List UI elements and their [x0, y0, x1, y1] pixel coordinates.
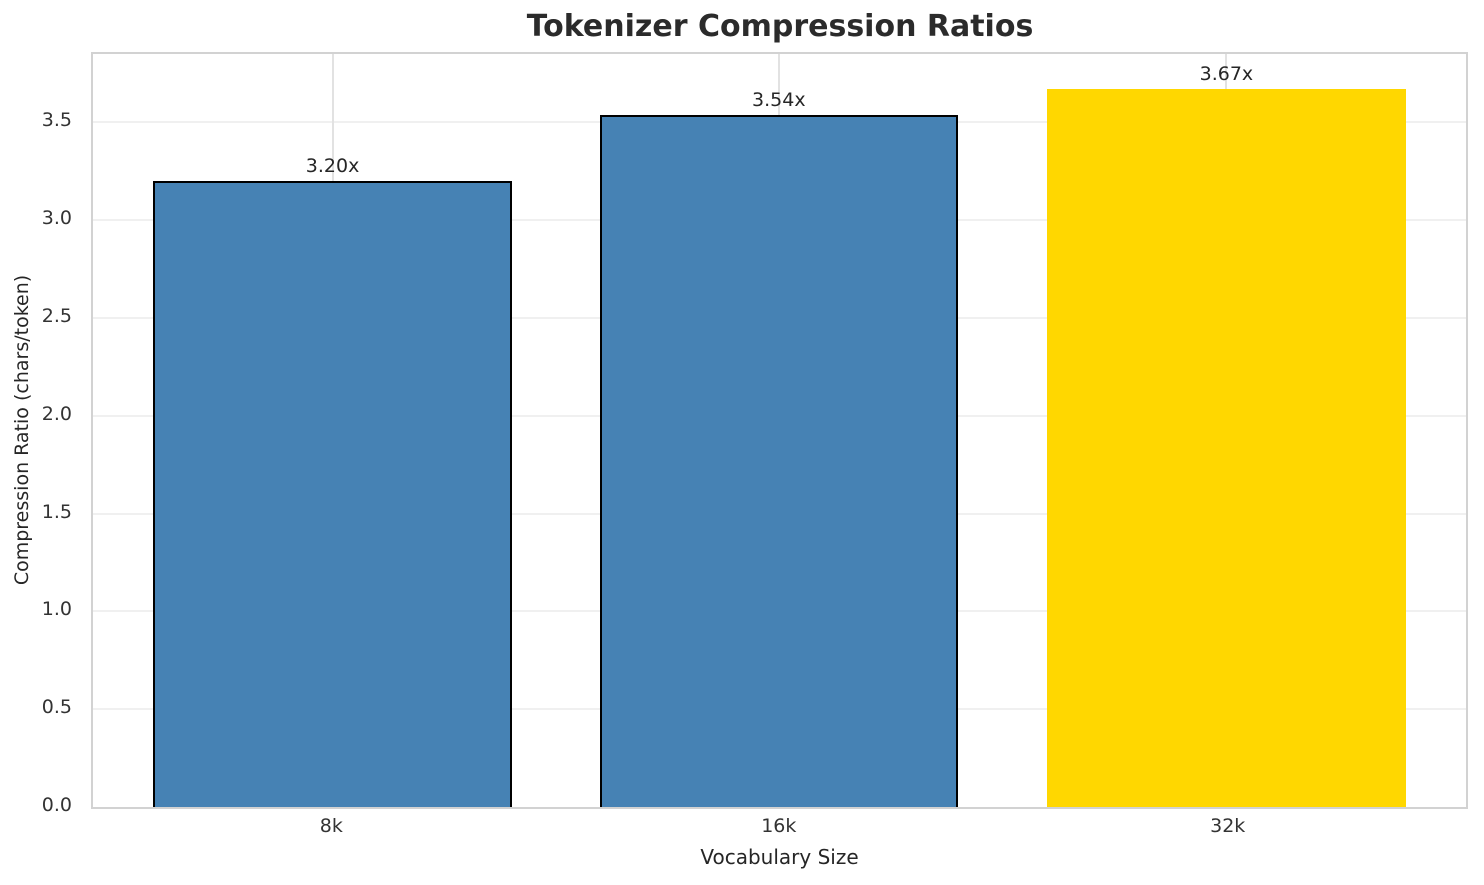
- x-tick-label-32k: 32k: [1210, 815, 1246, 837]
- bar-32k: [1047, 89, 1406, 807]
- y-tick-label: 1.5: [41, 500, 72, 523]
- y-tick-label: 0.5: [41, 696, 72, 719]
- x-axis-label: Vocabulary Size: [700, 845, 859, 869]
- x-axis-ticks: 8k 16k 32k: [91, 815, 1468, 841]
- y-tick-label: 2.5: [41, 305, 72, 328]
- y-tick-label: 1.0: [41, 598, 72, 621]
- y-tick-label: 0.0: [41, 794, 72, 816]
- y-tick-label: 3.0: [41, 207, 72, 230]
- chart-title: Tokenizer Compression Ratios: [526, 9, 1034, 44]
- bar-value-label: 3.67x: [1199, 63, 1254, 86]
- bar-16k: [599, 114, 958, 807]
- y-tick-label: 3.5: [41, 109, 72, 132]
- y-tick-label: 2.0: [41, 402, 72, 425]
- bar-value-label: 3.20x: [305, 155, 360, 178]
- bar-value-label: 3.54x: [752, 88, 806, 111]
- y-axis-ticks: 0.0 0.5 1.0 1.5 2.0 2.5 3.0 3.5: [0, 52, 84, 816]
- x-tick-label-8k: 8k: [319, 815, 343, 837]
- x-tick-label-16k: 16k: [761, 815, 797, 837]
- plot-area: 3.20x 3.54x 3.67x: [91, 52, 1468, 809]
- bar-8k: [153, 181, 512, 807]
